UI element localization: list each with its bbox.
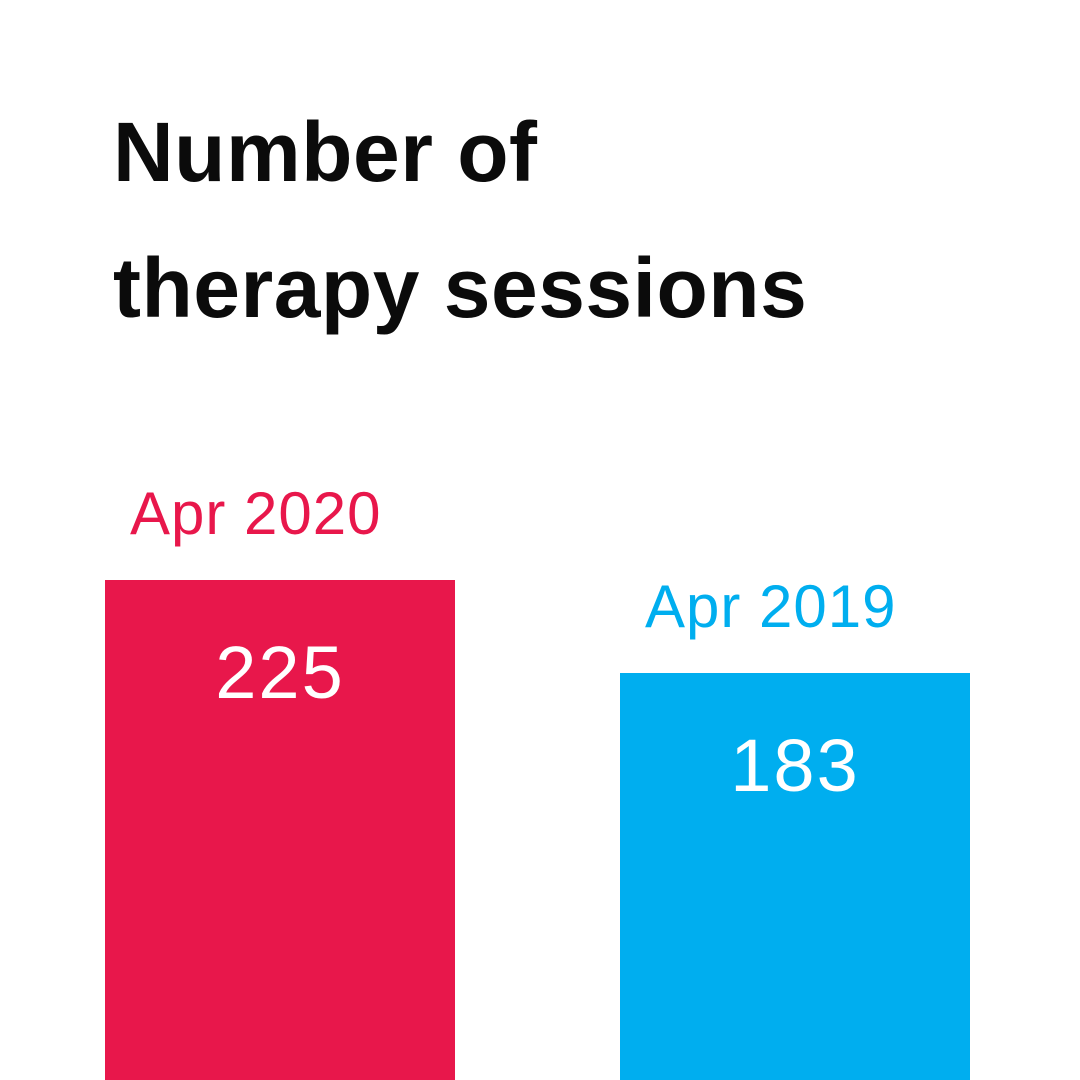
- chart-title-line-1: Number of: [113, 105, 538, 199]
- bar-apr-2020: 225: [105, 580, 455, 1080]
- bar-category-label-apr-2020: Apr 2020: [130, 480, 382, 547]
- bar-value-apr-2020: 225: [215, 631, 345, 714]
- bar-apr-2019: 183: [620, 673, 970, 1080]
- chart-title-line-2: therapy sessions: [113, 241, 808, 336]
- chart-title: Number of therapy sessions: [113, 84, 807, 356]
- bar-group-apr-2020: Apr 2020 225: [105, 479, 455, 1080]
- bar-group-apr-2019: Apr 2019 183: [620, 572, 970, 1080]
- bar-value-apr-2019: 183: [730, 724, 860, 807]
- bar-category-label-apr-2019: Apr 2019: [645, 573, 897, 640]
